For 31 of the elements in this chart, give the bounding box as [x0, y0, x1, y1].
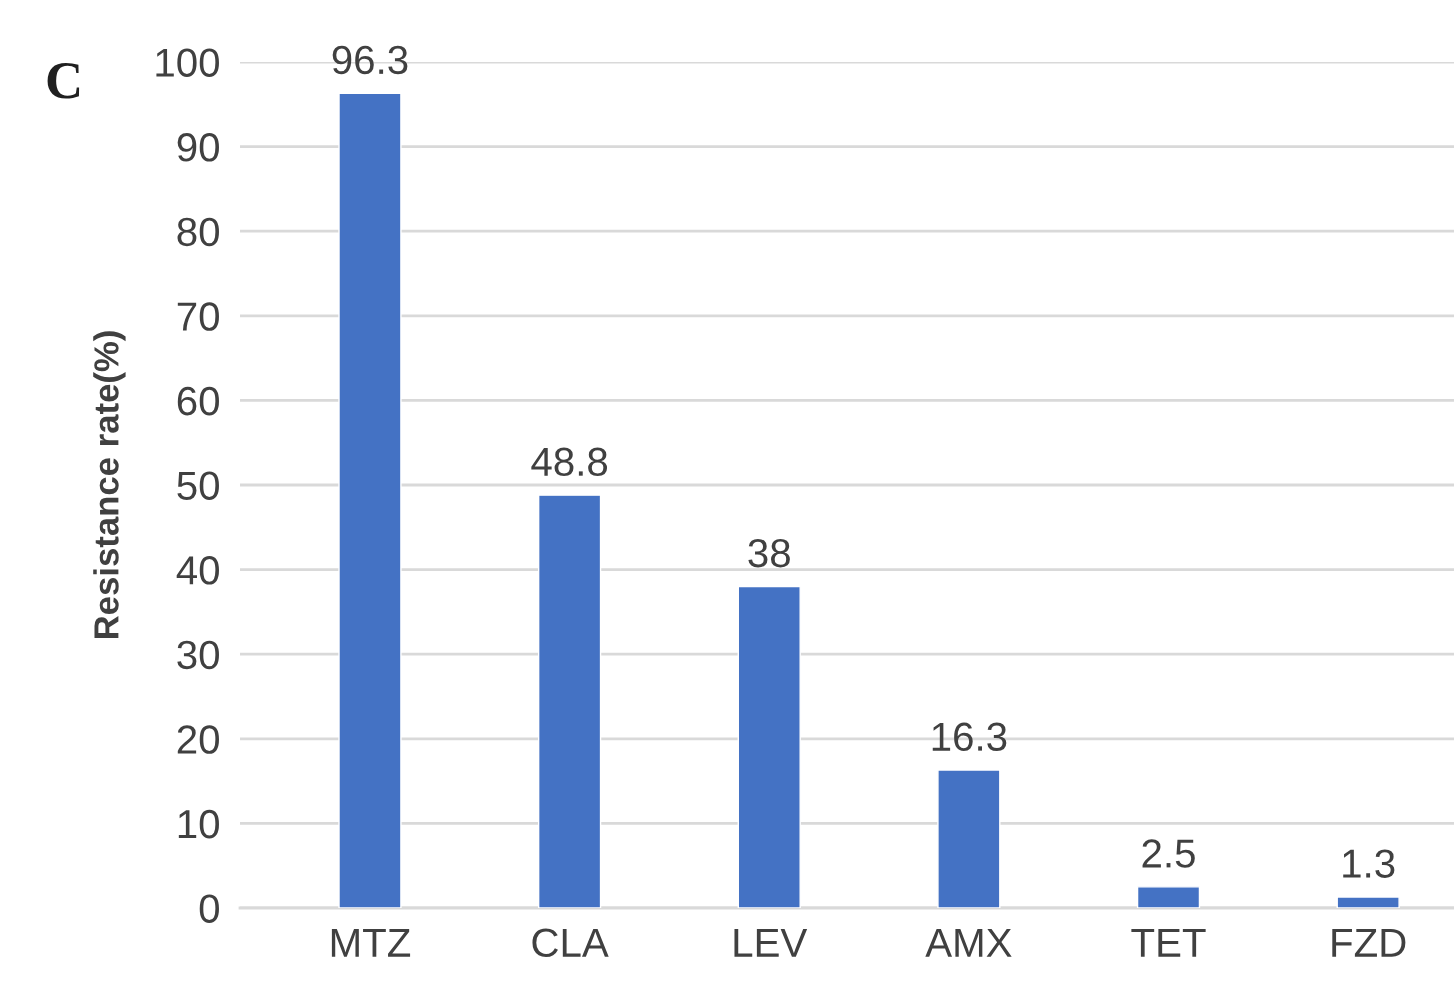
- x-tick-label: MTZ: [331, 928, 411, 957]
- y-tick-label: 10: [178, 809, 219, 839]
- bar: [1336, 896, 1400, 908]
- y-axis-title: Resistance rate(%): [93, 331, 126, 639]
- data-label: 16.3: [932, 722, 1007, 752]
- bar: [1136, 886, 1201, 908]
- x-tick-label: FZD: [1332, 928, 1406, 957]
- x-tick-label: AMX: [925, 928, 1012, 957]
- y-tick-label: 0: [199, 894, 219, 923]
- y-tick-label: 90: [177, 133, 219, 162]
- y-tick-label: 30: [177, 640, 219, 670]
- bar: [937, 769, 1001, 908]
- data-label: 2.5: [1142, 839, 1195, 868]
- bar: [338, 92, 402, 908]
- data-label: 1.3: [1343, 849, 1395, 878]
- y-tick-label: 20: [177, 725, 219, 754]
- x-tick-label: TET: [1131, 928, 1206, 957]
- y-tick-label: 40: [176, 556, 219, 585]
- data-label: 38: [748, 538, 790, 568]
- y-tick-label: 50: [177, 471, 219, 500]
- y-tick-label: 80: [177, 217, 219, 247]
- bar: [737, 585, 801, 908]
- y-tick-label: 70: [177, 302, 219, 331]
- chart-title: C: [47, 63, 80, 99]
- bar: [537, 494, 602, 908]
- x-tick-label: LEV: [734, 928, 808, 957]
- y-tick-label: 100: [156, 48, 219, 77]
- y-tick-label: 60: [177, 386, 219, 416]
- data-label: 96.3: [332, 45, 408, 75]
- x-tick-label: CLA: [532, 928, 609, 958]
- data-label: 48.8: [531, 447, 608, 477]
